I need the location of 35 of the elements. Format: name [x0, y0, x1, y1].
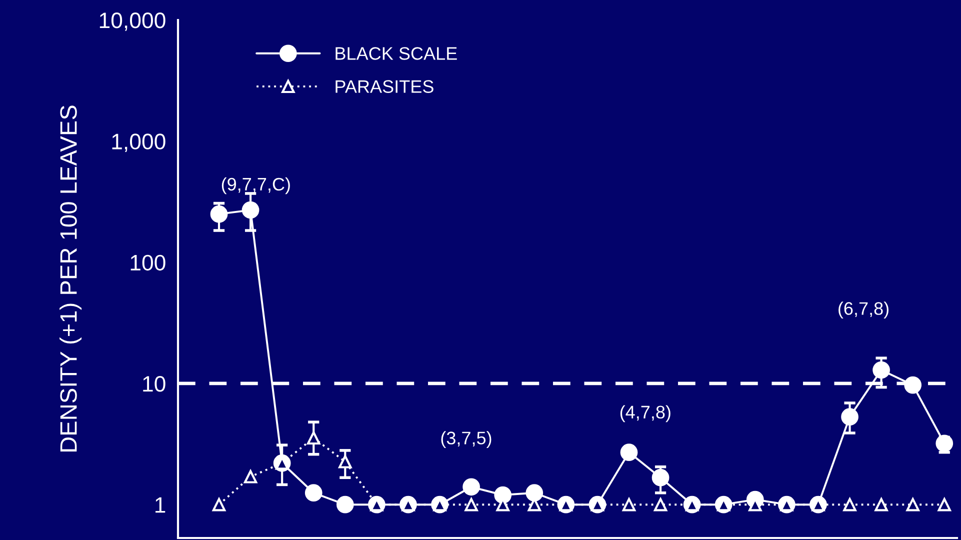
- annotation: (3,7,5): [441, 431, 492, 448]
- point: [654, 498, 668, 512]
- point: [464, 498, 478, 512]
- point: [494, 486, 512, 504]
- y-tick-label: 1: [156, 497, 166, 513]
- point: [843, 498, 856, 512]
- point: [620, 444, 638, 462]
- point: [622, 498, 636, 512]
- point: [336, 496, 354, 514]
- point: [872, 361, 890, 379]
- legend-label: PARASITES: [336, 80, 434, 93]
- y-tick-label: 10: [143, 376, 166, 392]
- point: [841, 408, 858, 426]
- point: [526, 484, 544, 502]
- point: [462, 478, 480, 496]
- point: [904, 376, 922, 394]
- y-tick-label: 10,000: [100, 12, 166, 31]
- point: [874, 498, 888, 512]
- point: [210, 205, 228, 223]
- point: [906, 498, 920, 512]
- annotation: (4,7,8): [620, 405, 670, 422]
- y-tick-label: 1,000: [112, 134, 166, 152]
- point: [652, 468, 670, 486]
- y-tick-label: 100: [130, 254, 166, 271]
- point: [244, 470, 258, 484]
- point: [338, 455, 352, 468]
- annotation: (9,7,7,C): [222, 177, 290, 194]
- point: [242, 201, 260, 219]
- point: [212, 498, 226, 512]
- point: [307, 431, 320, 445]
- point: [304, 484, 322, 502]
- y-axis-title: DENSITY (+1) PER 100 LEAVES: [60, 106, 82, 452]
- point: [938, 498, 951, 512]
- legend-label: BLACK SCALE: [336, 47, 457, 60]
- annotation: (6,7,8): [838, 302, 888, 318]
